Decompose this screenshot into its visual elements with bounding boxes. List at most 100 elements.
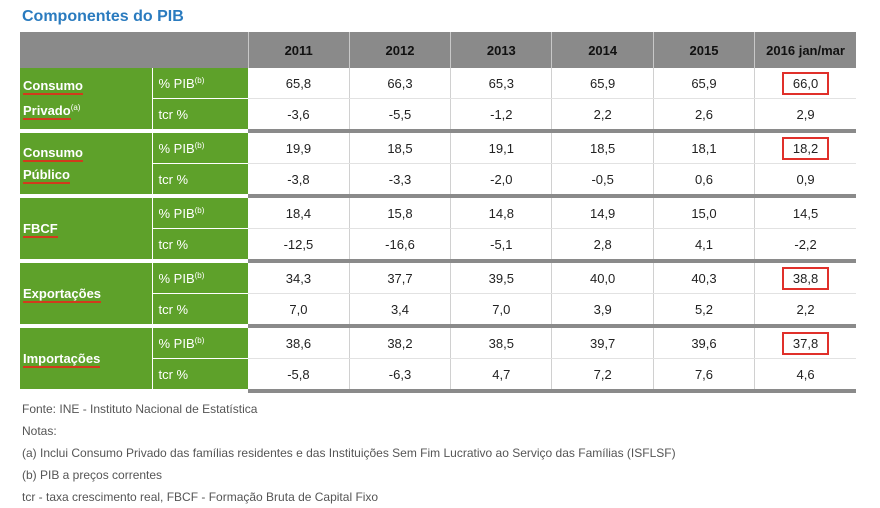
tcr-value-cell: -5,8	[248, 358, 350, 393]
metric-label-pib: % PIB(b)	[151, 131, 248, 164]
notes-block: Fonte: INE - Instituto Nacional de Estat…	[22, 398, 676, 508]
table-row: Importações% PIB(b) 38,6 38,2 38,5 39,7 39,6 3…	[20, 326, 856, 393]
category-cell: FBCF	[20, 196, 152, 263]
pib-value-cell: 34,3	[248, 261, 350, 294]
year-header: 2013	[450, 32, 553, 68]
pib-value-cell: 18,5	[551, 131, 654, 164]
pib-value-cell: 19,1	[450, 131, 553, 164]
year-header: 2015	[653, 32, 756, 68]
tcr-value-cell: 7,6	[653, 358, 756, 393]
pib-value-cell: 38,8	[754, 261, 856, 294]
table-body: Consumo Privado(a)% PIB(b) 65,8 66,3 65,3 65,…	[20, 68, 856, 393]
source-note: Fonte: INE - Instituto Nacional de Estat…	[22, 402, 258, 416]
metric-label-text: % PIB	[158, 205, 195, 221]
metric-footnote-marker: (b)	[194, 335, 205, 345]
pib-value-cell: 65,3	[450, 68, 553, 99]
category-cell: Importações	[20, 326, 152, 393]
tcr-value-cell: -5,5	[349, 98, 452, 133]
pib-value-cell: 65,8	[248, 68, 350, 99]
pib-value-cell: 65,9	[653, 68, 756, 99]
page-title: Componentes do PIB	[22, 8, 184, 25]
pib-value-cell: 18,1	[653, 131, 756, 164]
category-name-line1: FBCF	[23, 220, 58, 238]
metric-label-text: % PIB	[158, 270, 195, 286]
tcr-value-cell: 2,6	[653, 98, 756, 133]
pib-value-cell: 65,9	[551, 68, 654, 99]
metric-label-tcr: tcr %	[151, 293, 248, 328]
pib-value-cell: 14,8	[450, 196, 553, 229]
category-cell: Exportações	[20, 261, 152, 328]
note-tcr: tcr - taxa crescimento real, FBCF - Form…	[22, 490, 379, 504]
tcr-value-cell: -5,1	[450, 228, 553, 263]
metric-footnote-marker: (b)	[194, 75, 205, 85]
tcr-value-cell: 2,9	[754, 98, 856, 133]
pib-value-cell: 39,7	[551, 326, 654, 359]
table-row: Consumo Privado(a)% PIB(b) 65,8 66,3 65,3 65,…	[20, 68, 856, 133]
metric-label-pib: % PIB(b)	[151, 261, 248, 294]
tcr-value-cell: 4,6	[754, 358, 856, 393]
highlighted-value: 66,0	[781, 71, 830, 95]
table-row: tcr % 7,0 3,4 7,0 3,9 5,2 2,2	[20, 293, 856, 328]
tcr-value-cell: -3,3	[349, 163, 452, 198]
tcr-value-cell: -16,6	[349, 228, 452, 263]
year-header: 2014	[551, 32, 654, 68]
tcr-value-cell: -12,5	[248, 228, 350, 263]
pib-value-cell: 19,9	[248, 131, 350, 164]
pib-value-cell: 66,0	[754, 68, 856, 99]
tcr-value-cell: -3,6	[248, 98, 350, 133]
pib-value-cell: 39,5	[450, 261, 553, 294]
metric-footnote-marker: (b)	[194, 140, 205, 150]
metric-footnote-marker: (b)	[194, 205, 205, 215]
metric-label-pib: % PIB(b)	[151, 196, 248, 229]
category-cell: Consumo Público	[20, 131, 152, 198]
pib-value-cell: 15,0	[653, 196, 756, 229]
table-row: tcr % -12,5 -16,6 -5,1 2,8 4,1 -2,2	[20, 228, 856, 263]
header-blank-cell	[20, 32, 249, 68]
highlighted-value: 18,2	[781, 136, 830, 160]
pib-value-cell: 40,0	[551, 261, 654, 294]
tcr-value-cell: -6,3	[349, 358, 452, 393]
tcr-value-cell: -0,5	[551, 163, 654, 198]
tcr-value-cell: 7,0	[248, 293, 350, 328]
tcr-value-cell: -3,8	[248, 163, 350, 198]
tcr-value-cell: 2,2	[551, 98, 654, 133]
pib-value-cell: 40,3	[653, 261, 756, 294]
note-b: (b) PIB a preços correntes	[22, 468, 163, 482]
pib-value-cell: 37,8	[754, 326, 856, 359]
gdp-components-table: 2011 2012 2013 2014 2015 2016 jan/mar Co…	[20, 32, 856, 393]
tcr-value-cell: 7,0	[450, 293, 553, 328]
pib-value-cell: 15,8	[349, 196, 452, 229]
pib-value-cell: 38,6	[248, 326, 350, 359]
tcr-value-cell: 3,9	[551, 293, 654, 328]
year-header: 2012	[349, 32, 452, 68]
tcr-value-cell: 4,7	[450, 358, 553, 393]
tcr-value-cell: 0,9	[754, 163, 856, 198]
metric-label-text: % PIB	[158, 75, 195, 91]
table-row: FBCF% PIB(b) 18,4 15,8 14,8 14,9 15,0 14,5	[20, 196, 856, 263]
metric-label-tcr: tcr %	[151, 98, 248, 133]
tcr-value-cell: -1,2	[450, 98, 553, 133]
notes-heading: Notas:	[22, 424, 57, 438]
metric-label-tcr: tcr %	[151, 358, 248, 393]
pib-value-cell: 38,5	[450, 326, 553, 359]
table-row: tcr % -3,6 -5,5 -1,2 2,2 2,6 2,9	[20, 98, 856, 133]
tcr-value-cell: 5,2	[653, 293, 756, 328]
category-name-line2: Privado	[23, 103, 71, 120]
category-name-line1: Importações	[23, 350, 101, 368]
metric-label-text: % PIB	[158, 335, 195, 351]
pib-value-cell: 39,6	[653, 326, 756, 359]
tcr-value-cell: 2,8	[551, 228, 654, 263]
header-row: 2011 2012 2013 2014 2015 2016 jan/mar	[20, 32, 856, 68]
category-name-line1: Exportações	[23, 285, 102, 303]
metric-label-pib: % PIB(b)	[151, 326, 248, 359]
year-header: 2011	[248, 32, 350, 68]
table-row: Consumo Público% PIB(b) 19,9 18,5 19,1 18,5 18…	[20, 131, 856, 198]
tcr-value-cell: 7,2	[551, 358, 654, 393]
table-row: Exportações% PIB(b) 34,3 37,7 39,5 40,0 40,3 3…	[20, 261, 856, 328]
category-footnote-marker: (a)	[70, 103, 81, 112]
metric-label-pib: % PIB(b)	[151, 68, 248, 99]
pib-value-cell: 18,2	[754, 131, 856, 164]
pib-value-cell: 14,9	[551, 196, 654, 229]
highlighted-value: 38,8	[781, 266, 830, 290]
metric-footnote-marker: (b)	[194, 270, 205, 280]
